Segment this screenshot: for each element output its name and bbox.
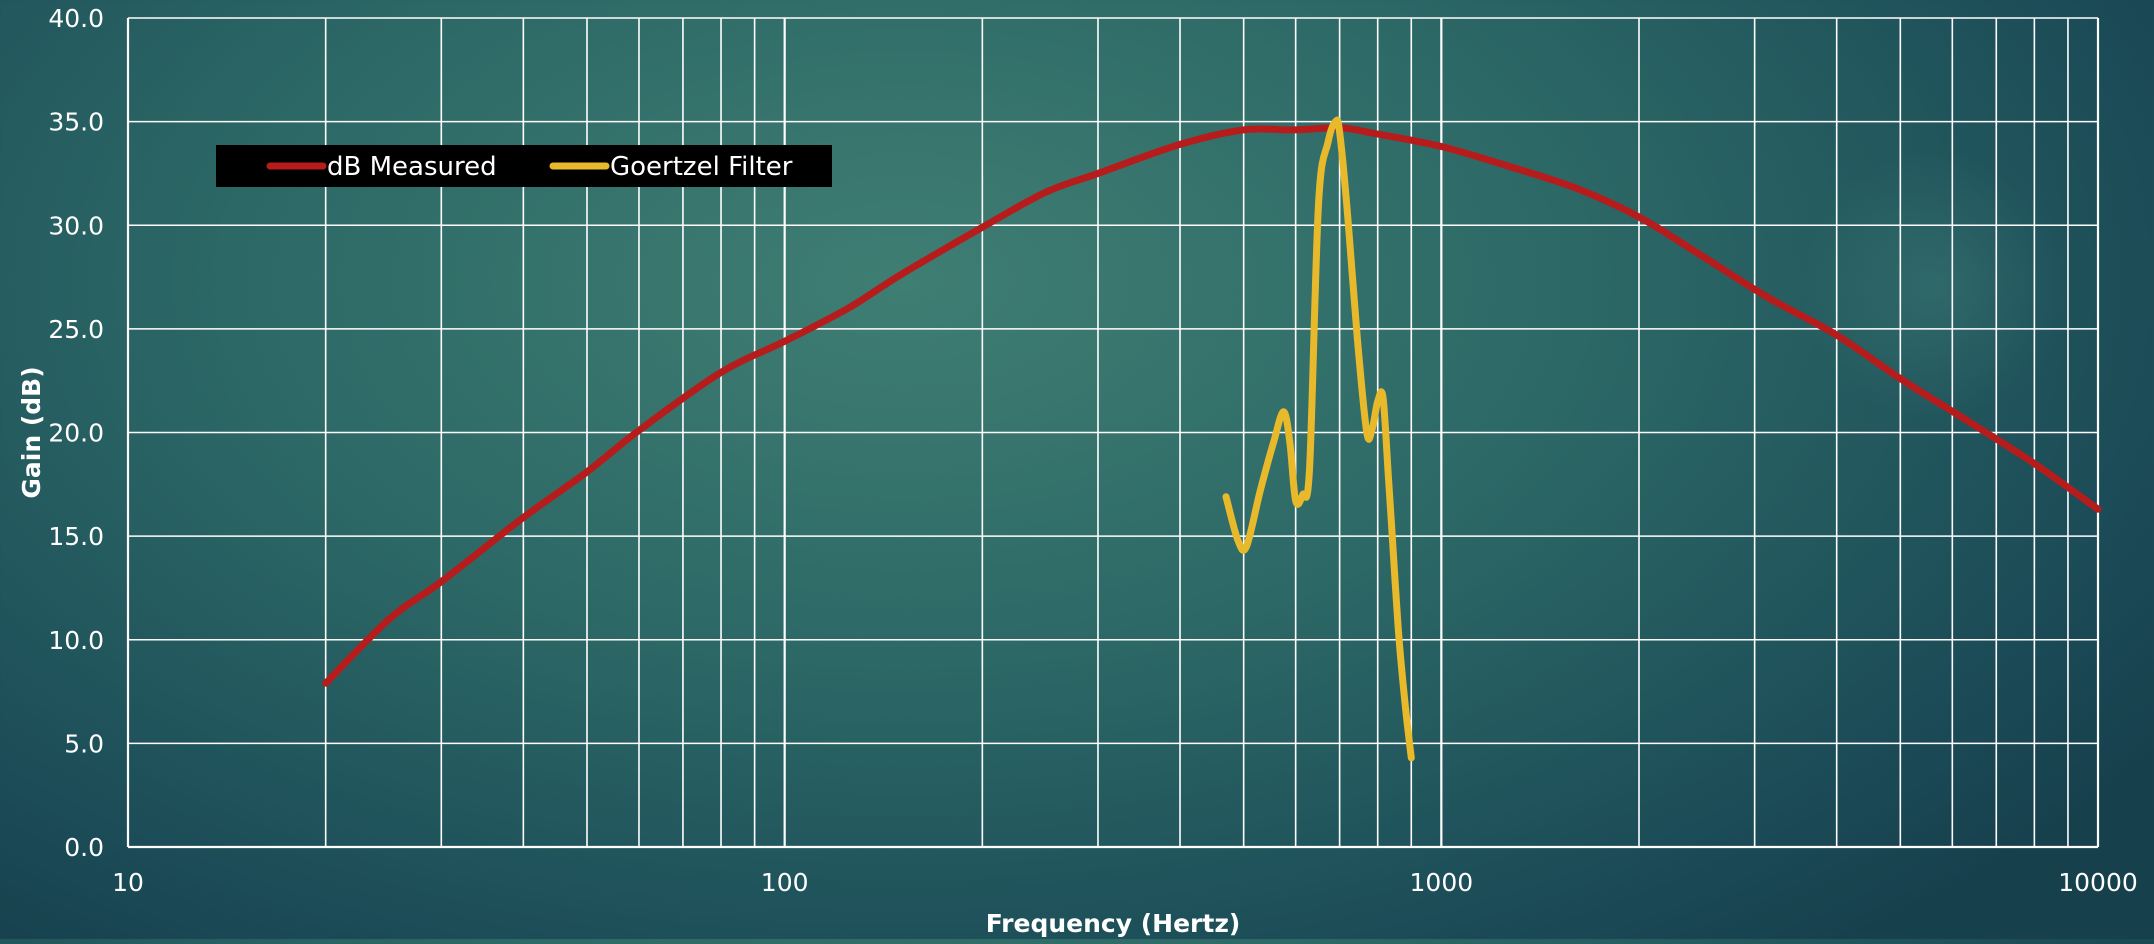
y-tick-label: 30.0 bbox=[48, 211, 104, 240]
y-tick-label: 5.0 bbox=[64, 729, 104, 758]
y-tick-label: 40.0 bbox=[48, 4, 104, 33]
x-tick-label: 10 bbox=[112, 868, 144, 897]
background-decoration bbox=[1800, 150, 2070, 420]
y-tick-label: 0.0 bbox=[64, 833, 104, 862]
legend: dB Measured Goertzel Filter bbox=[216, 145, 832, 187]
x-tick-label: 1000 bbox=[1410, 868, 1474, 897]
x-axis-title: Frequency (Hertz) bbox=[986, 909, 1241, 938]
legend-label: dB Measured bbox=[327, 152, 497, 182]
y-tick-label: 20.0 bbox=[48, 419, 104, 448]
series-line-db-measured bbox=[322, 124, 2102, 687]
y-tick-label: 35.0 bbox=[48, 108, 104, 137]
series-line-goertzel-filter bbox=[1222, 116, 1415, 762]
axes: 0.0 5.0 10.0 15.0 20.0 25.0 30.0 35.0 40.0 10 100 1… bbox=[17, 4, 2138, 938]
y-tick-label: 25.0 bbox=[48, 315, 104, 344]
legend-label: Goertzel Filter bbox=[610, 152, 793, 182]
y-tick-label: 15.0 bbox=[48, 522, 104, 551]
y-axis-title: Gain (dB) bbox=[17, 366, 46, 498]
x-tick-label: 100 bbox=[761, 868, 809, 897]
y-tick-label: 10.0 bbox=[48, 626, 104, 655]
grid bbox=[126, 17, 2100, 849]
plot-area bbox=[322, 116, 2102, 762]
x-tick-label: 10000 bbox=[2058, 868, 2138, 897]
